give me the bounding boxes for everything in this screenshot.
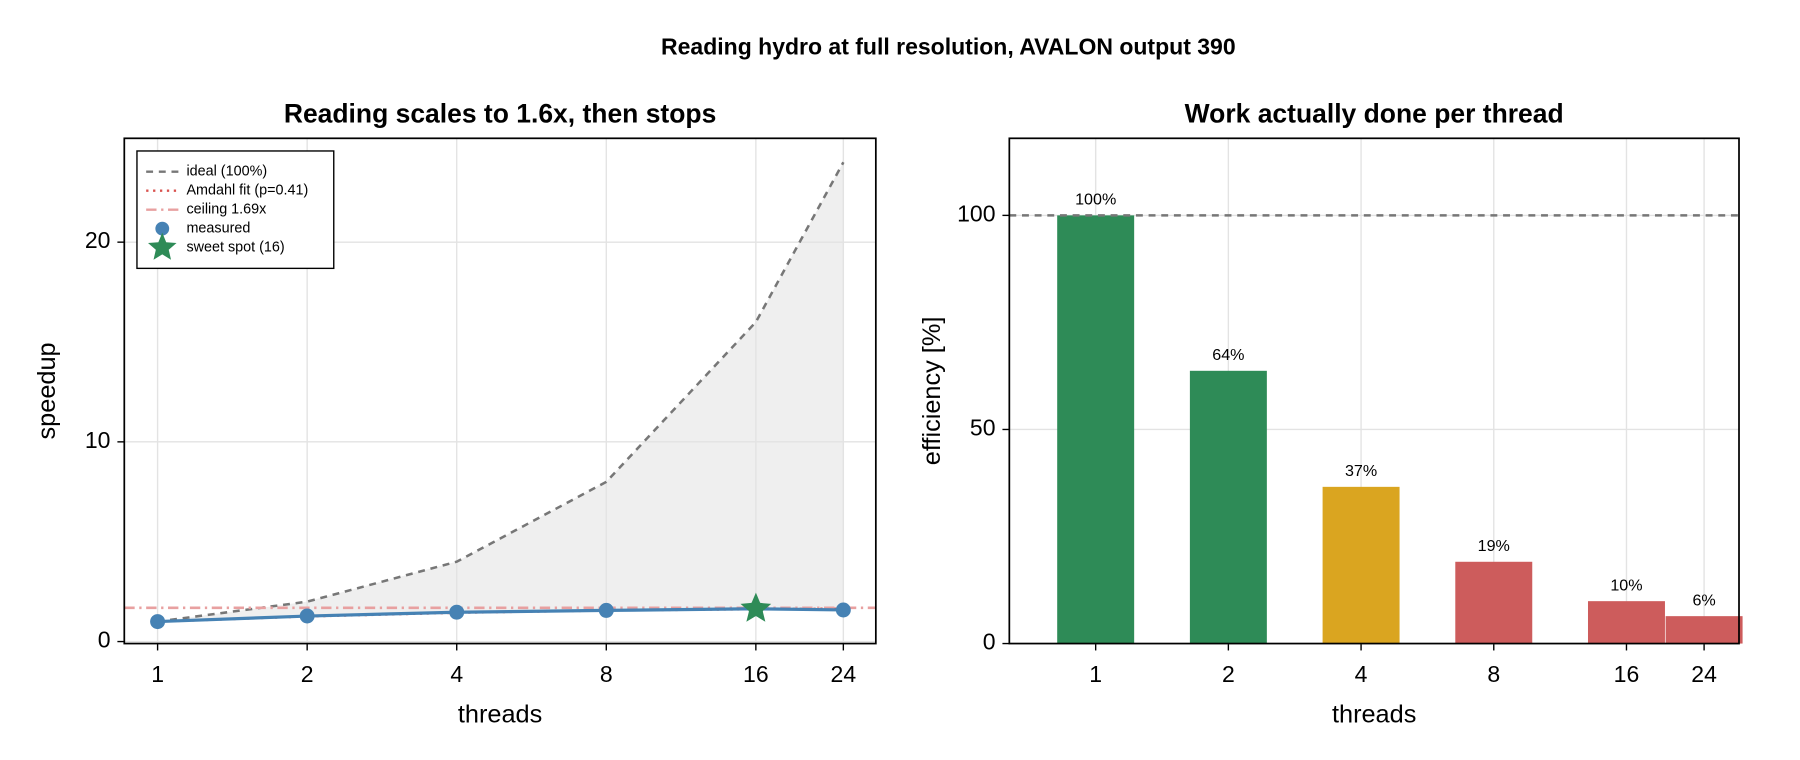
bar-value-label: 37%: [1345, 462, 1377, 480]
point: [150, 614, 166, 630]
legend-label: ideal (100%): [186, 163, 267, 179]
x-tick-label: 2: [301, 661, 314, 687]
plot-frame: [123, 137, 877, 645]
shade-area: [157, 162, 844, 622]
sweet-spot-marker: [740, 592, 772, 622]
y-tick-label: 20: [85, 227, 111, 253]
x-tick-label: 16: [743, 661, 769, 687]
bar-value-label: 10%: [1610, 576, 1642, 594]
x-tick-label: 4: [1355, 661, 1368, 687]
y-tick-label: 0: [983, 629, 996, 655]
x-axis-label: threads: [458, 701, 542, 729]
x-tick-label: 4: [450, 661, 463, 687]
y-tick-label: 100: [957, 200, 995, 226]
point: [835, 602, 851, 618]
x-tick-label: 8: [600, 661, 613, 687]
bar-value-label: 64%: [1212, 346, 1244, 364]
x-tick-label: 1: [1089, 661, 1102, 687]
y-tick-label: 50: [970, 415, 996, 441]
legend-label: sweet spot (16): [186, 239, 284, 255]
bar: [1057, 215, 1135, 644]
plot-frame: [1008, 137, 1740, 645]
y-axis-label: speedup: [33, 342, 61, 439]
x-tick-label: 2: [1222, 661, 1235, 687]
x-tick-label: 1: [151, 661, 164, 687]
legend-label: measured: [186, 220, 250, 236]
series-line: [157, 607, 844, 624]
x-tick-label: 8: [1487, 661, 1500, 687]
suptitle: Reading hydro at full resolution, AVALON…: [661, 34, 1236, 60]
point: [299, 608, 315, 624]
series-line: [157, 161, 845, 623]
x-tick-label: 24: [831, 661, 857, 687]
bar: [1322, 486, 1400, 644]
legend-marker: [155, 221, 170, 236]
y-tick-label: 0: [98, 627, 111, 653]
x-axis-label: threads: [1332, 701, 1416, 729]
y-tick-label: 10: [85, 427, 111, 453]
bar: [1587, 601, 1665, 644]
bar: [1455, 561, 1533, 644]
chart-title: Reading scales to 1.6x, then stops: [284, 98, 716, 128]
bar-value-label: 100%: [1075, 191, 1116, 209]
legend-label: Amdahl fit (p=0.41): [186, 182, 308, 198]
x-tick-label: 16: [1614, 661, 1640, 687]
point: [449, 604, 465, 620]
bar: [1189, 370, 1267, 644]
legend-label: ceiling 1.69x: [186, 201, 267, 217]
point: [598, 602, 614, 618]
chart-title: Work actually done per thread: [1185, 98, 1564, 128]
legend-marker: [148, 232, 177, 260]
bar: [1665, 616, 1743, 644]
y-axis-label: efficiency [%]: [918, 317, 946, 466]
bar-value-label: 19%: [1478, 537, 1510, 555]
bar-value-label: 6%: [1692, 591, 1715, 609]
x-tick-label: 24: [1691, 661, 1717, 687]
